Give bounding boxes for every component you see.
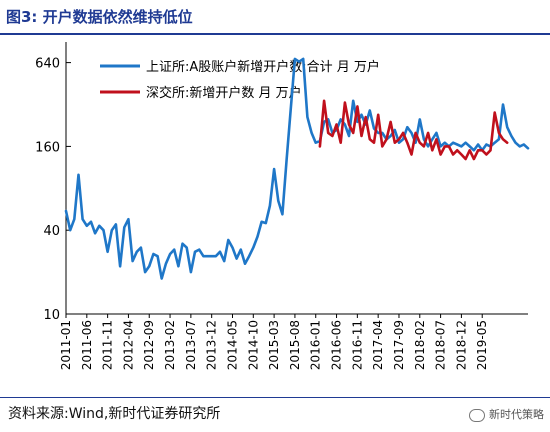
x-tick-label: 2016-06	[330, 320, 344, 370]
x-tick-label: 2017-09	[392, 320, 406, 370]
x-tick-label: 2011-06	[80, 320, 94, 370]
legend-label-1: 上证所:A股账户新增开户数:合计 月 万户	[146, 59, 380, 75]
x-tick-label: 2012-09	[142, 320, 156, 370]
x-tick-label: 2019-05	[475, 320, 489, 370]
x-tick-label: 2017-04	[371, 320, 385, 370]
wechat-icon	[469, 408, 485, 422]
x-tick-label: 2015-08	[288, 320, 302, 370]
source-note: 资料来源:Wind,新时代证券研究所	[8, 406, 221, 422]
title-rule	[0, 33, 550, 35]
plot-area: 10 40 160 640 2011-01 2011-06 2011-11 2012-04 20…	[35, 42, 530, 370]
figure-title: 图3: 开户数据依然维持低位	[6, 8, 193, 26]
x-tick-label: 2011-01	[59, 320, 73, 370]
y-tick-label: 40	[43, 224, 60, 239]
x-tick-label: 2013-12	[205, 320, 219, 370]
x-tick-label: 2018-02	[413, 320, 427, 370]
bottom-rule	[0, 397, 550, 398]
series-line-2	[318, 99, 509, 161]
x-tick-label: 2014-10	[246, 320, 260, 370]
x-tick-label: 2015-03	[267, 320, 281, 370]
x-tick-label: 2013-02	[163, 320, 177, 370]
x-tick-label: 2016-01	[309, 320, 323, 370]
y-tick-label: 160	[35, 140, 60, 155]
x-tick-label: 2014-05	[225, 320, 239, 370]
legend-label-2: 深交所:新增开户数 月 万户	[146, 85, 302, 101]
watermark: 新时代策略	[469, 406, 544, 422]
x-tick-label: 2018-12	[454, 320, 468, 370]
x-tick-label: 2018-07	[434, 320, 448, 370]
x-tick-label: 2016-11	[350, 320, 364, 370]
x-tick-label: 2011-11	[101, 320, 115, 370]
watermark-label: 新时代策略	[489, 408, 544, 421]
x-tick-label: 2013-07	[184, 320, 198, 370]
series-line-1	[64, 57, 530, 280]
y-tick-label: 10	[43, 308, 60, 323]
y-tick-label: 640	[35, 57, 60, 72]
x-tick-label: 2012-04	[121, 320, 135, 370]
